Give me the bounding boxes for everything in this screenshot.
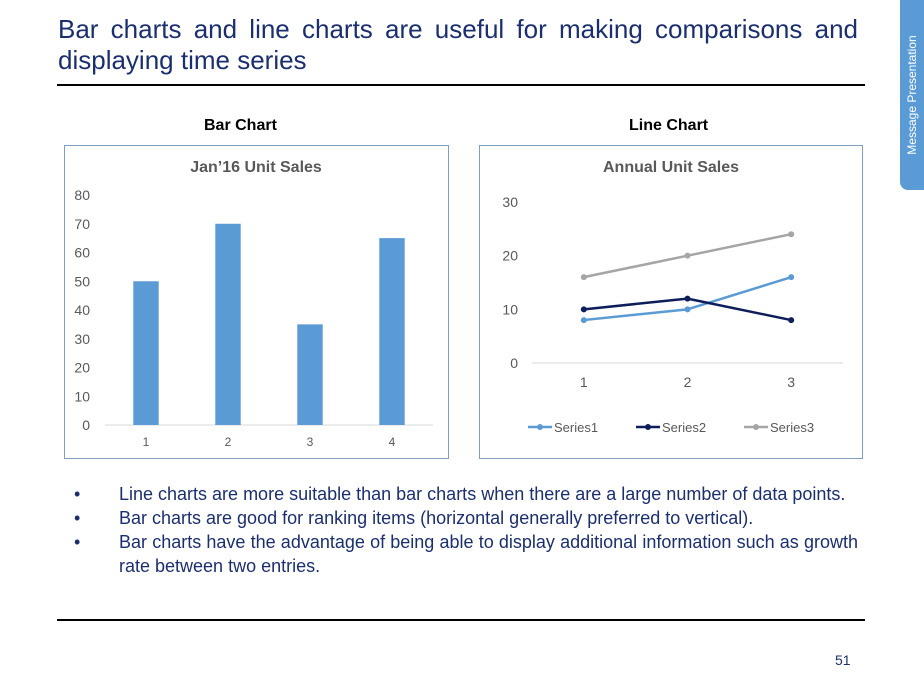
y-tick-label: 0 — [510, 355, 518, 371]
data-point — [788, 317, 795, 324]
y-tick-label: 10 — [502, 301, 518, 317]
x-tick-label: 1 — [143, 435, 150, 449]
side-tab[interactable]: Message Presentation — [900, 0, 924, 190]
bullet-marker: • — [74, 508, 81, 528]
y-tick-label: 40 — [74, 302, 90, 318]
bullet-item: • Line charts are more suitable than bar … — [62, 482, 858, 506]
side-tab-label: Message Presentation — [905, 35, 919, 155]
y-tick-label: 20 — [74, 360, 90, 376]
data-point — [684, 306, 691, 313]
x-tick-label: 2 — [225, 435, 232, 449]
x-tick-label: 1 — [580, 374, 588, 390]
footer-divider — [57, 619, 865, 621]
bar — [133, 281, 159, 425]
y-tick-label: 70 — [74, 216, 90, 232]
y-tick-label: 30 — [502, 194, 518, 210]
legend-marker — [645, 424, 651, 430]
title-divider — [57, 84, 865, 86]
data-point — [580, 317, 587, 324]
x-tick-label: 2 — [684, 374, 692, 390]
line-chart-frame: Annual Unit Sales 0 10 20 30 1 2 3 Series1 Series… — [479, 145, 863, 459]
bar-chart-label: Bar Chart — [204, 117, 277, 134]
page-number: 51 — [835, 652, 851, 668]
y-tick-label: 20 — [502, 248, 518, 264]
y-tick-label: 80 — [74, 187, 90, 203]
data-point — [580, 274, 587, 281]
y-tick-label: 50 — [74, 273, 90, 289]
bullet-item: • Bar charts are good for ranking items (… — [62, 506, 858, 530]
data-point — [684, 252, 691, 259]
x-tick-label: 3 — [307, 435, 314, 449]
line-chart: Annual Unit Sales 0 10 20 30 1 2 3 Series1 Series… — [502, 159, 843, 435]
legend-marker — [537, 424, 543, 430]
y-tick-label: 60 — [74, 245, 90, 261]
legend-label: Series1 — [554, 420, 598, 435]
bar-chart: Jan’16 Unit Sales 0 10 20 30 40 50 60 70 80 1 2 3 4 — [74, 159, 433, 449]
y-tick-label: 10 — [74, 388, 90, 404]
bullet-marker: • — [74, 484, 81, 504]
legend-label: Series2 — [662, 420, 706, 435]
legend-label: Series3 — [770, 420, 814, 435]
bullet-text: Line charts are more suitable than bar c… — [119, 484, 846, 504]
y-tick-label: 30 — [74, 331, 90, 347]
bullet-text: Bar charts are good for ranking items (h… — [119, 508, 754, 528]
y-tick-label: 0 — [82, 417, 90, 433]
data-point — [788, 274, 795, 281]
bar — [297, 324, 323, 425]
data-point — [684, 295, 691, 302]
bullet-marker: • — [74, 532, 81, 552]
slide-title: Bar charts and line charts are useful fo… — [58, 14, 858, 75]
bullet-item: • Bar charts have the advantage of being … — [62, 530, 858, 578]
bar — [215, 223, 241, 425]
bar-chart-frame: Jan’16 Unit Sales 0 10 20 30 40 50 60 70 80 1 2 3 4 — [64, 145, 449, 459]
x-tick-label: 4 — [389, 435, 396, 449]
bullet-text: Bar charts have the advantage of being a… — [119, 532, 858, 576]
line-chart-label: Line Chart — [629, 117, 709, 134]
chart-title: Annual Unit Sales — [603, 159, 739, 176]
bullet-list: • Line charts are more suitable than bar … — [62, 482, 858, 578]
chart-title: Jan’16 Unit Sales — [190, 159, 322, 176]
x-tick-label: 3 — [787, 374, 795, 390]
data-point — [580, 306, 587, 313]
data-point — [788, 231, 795, 238]
legend-marker — [753, 424, 759, 430]
bar — [379, 238, 405, 425]
